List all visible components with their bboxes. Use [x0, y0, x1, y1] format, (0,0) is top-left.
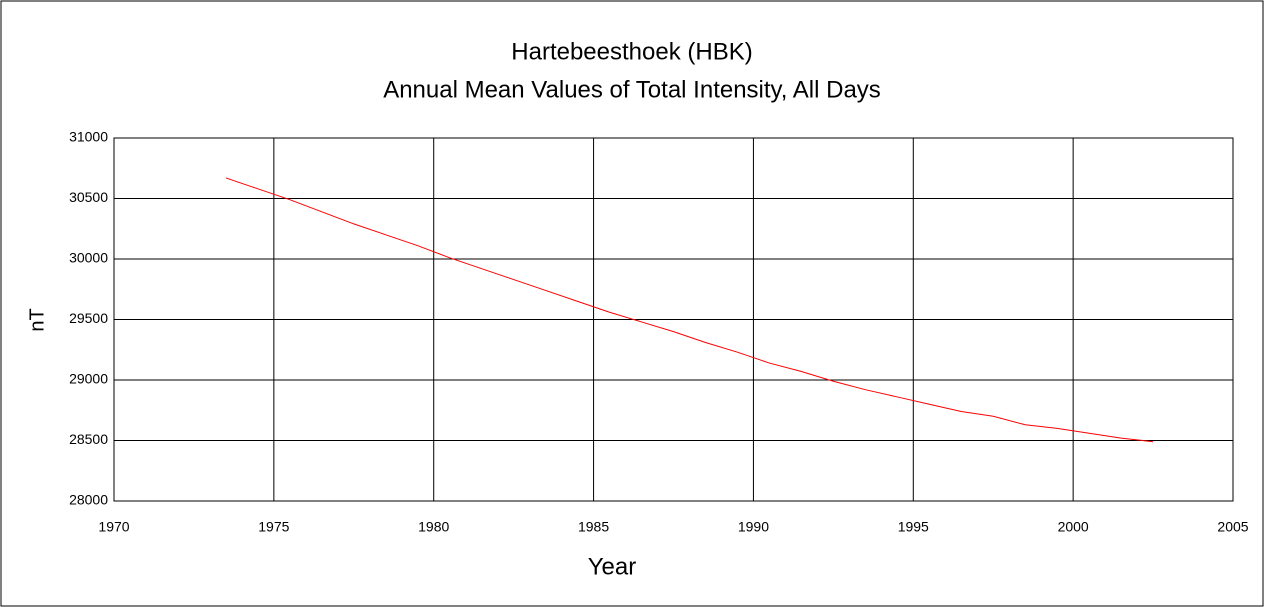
chart-title: Hartebeesthoek (HBK) — [511, 38, 752, 65]
y-tick-label: 30000 — [69, 250, 108, 266]
chart-subtitle: Annual Mean Values of Total Intensity, A… — [383, 76, 881, 103]
y-tick-label: 29500 — [69, 310, 108, 326]
y-tick-label: 28000 — [69, 492, 108, 508]
y-tick-label: 31000 — [69, 129, 108, 145]
y-tick-label: 28500 — [69, 431, 108, 447]
data-line — [225, 177, 1154, 443]
x-tick-label: 1970 — [98, 519, 129, 535]
y-axis-label: nT — [26, 308, 48, 331]
plot-frame — [113, 137, 1234, 502]
x-axis-label: Year — [588, 553, 637, 580]
x-tick-label: 1995 — [898, 519, 929, 535]
x-tick-label: 1975 — [258, 519, 289, 535]
x-tick-label: 1980 — [418, 519, 449, 535]
x-tick-label: 1990 — [738, 519, 769, 535]
y-tick-label: 29000 — [69, 371, 108, 387]
y-tick-label: 30500 — [69, 189, 108, 205]
x-tick-label: 1985 — [578, 519, 609, 535]
x-tick-label: 2000 — [1058, 519, 1089, 535]
x-tick-label: 2005 — [1217, 519, 1248, 535]
